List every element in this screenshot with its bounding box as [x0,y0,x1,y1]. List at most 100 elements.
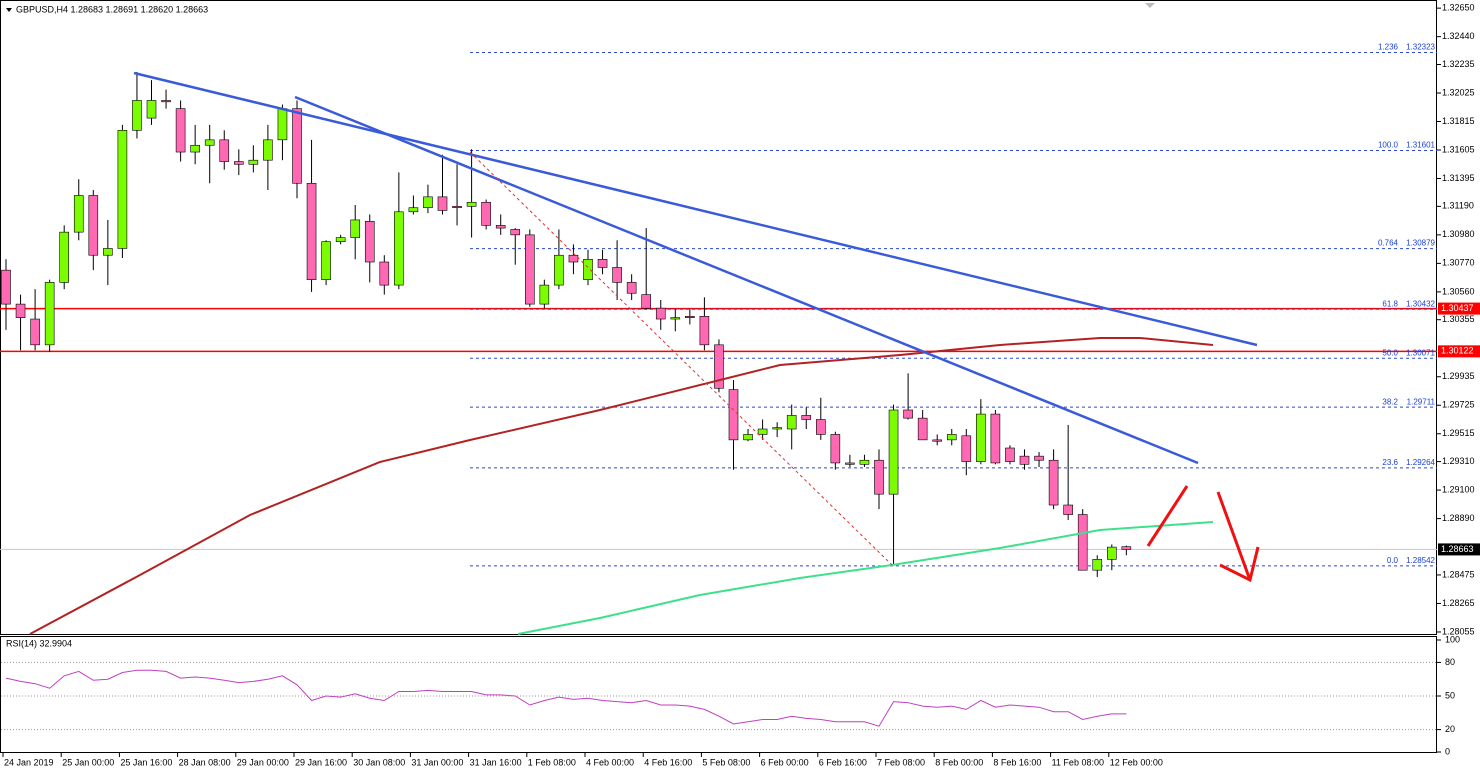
moving-average-red [29,337,1214,635]
candle-body [175,108,186,153]
y-tick-label: 1.29100 [1442,484,1475,494]
candle-body [248,159,259,165]
candle-body [1048,459,1059,506]
fib-price: 1.30071 [1406,348,1435,357]
x-tick-label: 29 Jan 16:00 [295,757,347,767]
candle-body [321,241,331,280]
candle-body [743,434,753,441]
candle-body [990,413,1001,464]
y-tick-label: 1.31815 [1442,116,1475,126]
candle-body [88,195,99,256]
candle-body [394,211,404,286]
candle-body [815,419,826,435]
y-tick-label: 100 [1445,634,1460,644]
fib-level: 0.764 [1378,239,1399,248]
y-tick-label: 20 [1445,724,1455,734]
candle-body [277,108,288,141]
candle-body [1005,447,1015,462]
trend-line [294,95,1199,465]
arrow-up-stroke [1146,485,1189,547]
fib-base-line [469,151,893,566]
candle-body [714,344,724,389]
rsi-line [5,669,1127,727]
candle-body [30,318,40,346]
x-tick-label: 1 Feb 08:00 [528,757,576,767]
y-tick-label: 1.28475 [1442,569,1475,579]
candle-body [117,130,128,249]
rsi-title: RSI(14) 32.9904 [6,638,72,648]
candle-body [132,100,142,131]
level-box [1438,302,1480,315]
candle-body [59,231,70,283]
fib-price: 1.28542 [1406,556,1435,565]
axis-labels: 1.32650 1.32440 1.32235 1.32025 1.31815 1.316… [2,3,1480,767]
x-tick-label: 4 Feb 00:00 [586,757,634,767]
candle-body [932,439,943,442]
x-tick-label: 5 Feb 08:00 [702,757,750,767]
candle-body [306,182,317,280]
y-tick-label: 1.29515 [1442,428,1475,438]
candle-body [583,259,593,280]
candle-body [263,139,273,161]
candle-body [685,316,695,318]
x-tick-label: 12 Feb 00:00 [1110,757,1163,767]
fib-level: 23.6 [1382,458,1398,467]
fib-price: 1.30879 [1406,239,1435,248]
drawings-under: 1.236 1.32323 100.0 1.31601 0.764 1.30879 61.8… [0,43,1437,731]
candle-body [612,267,622,283]
candle-body [539,284,550,305]
y-tick-label: 1.29725 [1442,400,1475,410]
candle-body [903,409,913,419]
rsi-frame [0,636,1437,753]
trend-line [133,71,1258,347]
candle-body [1034,455,1044,461]
candle-body [859,459,870,465]
moving-average-green [517,521,1214,635]
fib-level: 100.0 [1378,141,1399,150]
candle-body [495,225,506,229]
last-price-label: 1.28663 [1441,544,1474,554]
chart-title: GBPUSD,H4 1.28683 1.28691 1.28620 1.2866… [16,4,208,14]
candle-body [350,219,361,238]
candle-body [845,462,855,465]
fib-level: 38.2 [1382,397,1398,406]
x-tick-label: 29 Jan 00:00 [237,757,289,767]
main-frame [0,0,1437,635]
candle-body [452,206,462,209]
candle-body [44,282,55,346]
y-tick-label: 0 [1445,746,1450,756]
y-tick-label: 1.29310 [1442,456,1475,466]
level-label: 1.30122 [1441,346,1474,356]
y-tick-label: 1.31605 [1442,144,1475,154]
scroll-marker [1145,3,1155,8]
candle-body [772,427,782,430]
candle-body [524,234,535,305]
x-tick-label: 8 Feb 00:00 [935,757,983,767]
x-tick-label: 31 Jan 16:00 [470,757,522,767]
candle-body [568,254,579,263]
candle-body [1,269,11,305]
y-tick-label: 1.32650 [1442,3,1475,13]
candle-body [234,161,244,165]
candle-body [626,282,637,294]
fib-price: 1.29711 [1407,397,1436,406]
x-tick-label: 30 Jan 08:00 [353,757,405,767]
candle-body [335,237,346,242]
candle-body [1063,504,1073,515]
y-tick-label: 1.28265 [1442,598,1475,608]
level-box [1438,345,1480,358]
candles [1,71,1132,727]
y-tick-label: 1.30980 [1442,229,1475,239]
candle-body [1121,546,1132,550]
y-tick-label: 1.29935 [1442,371,1475,381]
fib-level: 61.8 [1382,299,1398,308]
fib-level: 0.0 [1387,556,1399,565]
candle-body [466,201,477,207]
y-tick-label: 1.32440 [1442,31,1475,41]
x-tick-label: 28 Jan 08:00 [179,757,231,767]
last-price-box [1438,543,1480,556]
x-tick-label: 11 Feb 08:00 [1052,757,1104,767]
candle-body [670,317,681,320]
